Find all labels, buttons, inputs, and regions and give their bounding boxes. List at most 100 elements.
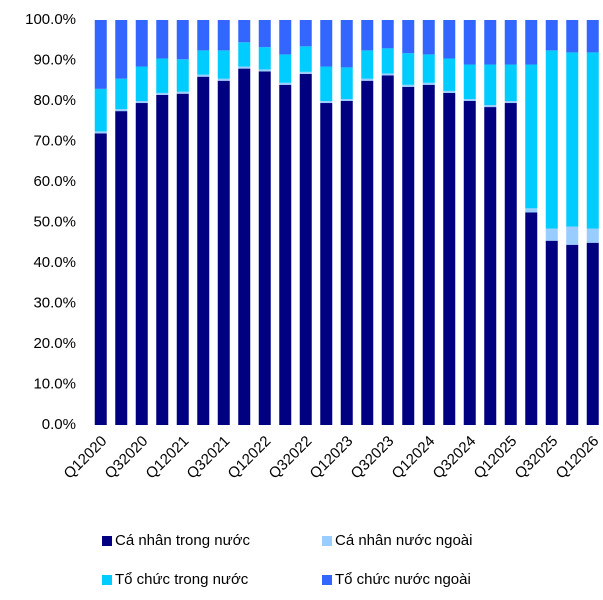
bar-segment — [94, 20, 107, 89]
bar-segment — [135, 66, 148, 101]
y-tick-label: 70.0% — [33, 132, 76, 149]
bar-segment — [484, 20, 497, 65]
bar-segment — [217, 80, 230, 425]
bar-segment — [340, 101, 353, 425]
y-tick-label: 60.0% — [33, 173, 76, 190]
bar-segment — [566, 226, 579, 245]
bar-segment — [586, 242, 599, 425]
bar-segment — [156, 58, 169, 93]
x-tick-label: Q32024 — [430, 433, 480, 483]
bar-segment — [258, 20, 271, 48]
y-tick-label: 50.0% — [33, 213, 76, 230]
legend-label: Tổ chức nước ngoài — [335, 571, 471, 588]
bar-segment — [545, 50, 558, 229]
bar-segment — [135, 20, 148, 67]
bar-segment — [94, 88, 107, 132]
bar-segment — [504, 20, 517, 65]
bar-segment — [299, 73, 312, 426]
bar-segment — [443, 58, 456, 91]
bar-segment — [463, 20, 476, 65]
bar-segment — [422, 20, 435, 55]
bar-segment — [238, 68, 251, 425]
bar-segment — [258, 69, 271, 72]
bar-segment — [545, 20, 558, 51]
bar-segment — [299, 71, 312, 74]
bar-segment — [279, 84, 292, 426]
bar-segment — [238, 20, 251, 43]
bar-segment — [115, 20, 128, 79]
bar-segment — [443, 90, 456, 93]
x-tick-label: Q32021 — [184, 433, 234, 483]
x-tick-label: Q12025 — [471, 433, 521, 483]
bar-segment — [94, 133, 107, 425]
legend-swatch — [102, 536, 112, 546]
y-tick-label: 40.0% — [33, 254, 76, 271]
bar-segment — [381, 20, 394, 49]
bar-segment — [402, 53, 415, 85]
bar-segment — [340, 67, 353, 99]
bar-segment — [586, 20, 599, 53]
x-tick-label: Q12022 — [225, 433, 275, 483]
y-tick-label: 10.0% — [33, 375, 76, 392]
bar-segment — [402, 20, 415, 54]
bar-segment — [422, 84, 435, 426]
bar-segment — [566, 244, 579, 425]
y-tick-label: 80.0% — [33, 92, 76, 109]
x-tick-label: Q12021 — [143, 433, 193, 483]
bar-segment — [279, 54, 292, 83]
bar-segment — [361, 50, 374, 79]
bar-segment — [361, 80, 374, 425]
y-tick-label: 90.0% — [33, 51, 76, 68]
bar-segment — [217, 78, 230, 81]
bar-segment — [217, 20, 230, 51]
bar-segment — [463, 64, 476, 99]
bar-segment — [320, 66, 333, 101]
x-tick-label: Q32020 — [102, 433, 152, 483]
bar-segment — [176, 59, 189, 92]
bar-segment — [217, 50, 230, 79]
bar-segment — [422, 54, 435, 83]
bar-segment — [381, 75, 394, 426]
x-tick-label: Q32025 — [512, 433, 562, 483]
bar-segment — [402, 86, 415, 425]
y-tick-label: 30.0% — [33, 294, 76, 311]
bar-segment — [238, 42, 251, 67]
bar-segment — [197, 50, 210, 75]
bar-segment — [525, 64, 538, 209]
x-tick-label: Q12020 — [61, 433, 111, 483]
bar-segment — [504, 103, 517, 426]
bar-segment — [586, 52, 599, 229]
legend-label: Cá nhân nước ngoài — [335, 532, 472, 549]
bar-segment — [566, 52, 579, 227]
bar-segment — [156, 20, 169, 59]
bar-segment — [115, 78, 128, 110]
bar-segment — [299, 20, 312, 47]
bar-segment — [504, 101, 517, 104]
bar-segment — [299, 46, 312, 72]
bar-segment — [340, 20, 353, 68]
bar-segment — [443, 92, 456, 426]
bar-segment — [197, 76, 210, 425]
bar-segment — [381, 48, 394, 74]
bar-segment — [176, 20, 189, 60]
bar-segment — [156, 92, 169, 95]
bar-segment — [176, 93, 189, 426]
bar-segment — [504, 64, 517, 101]
bar-segment — [135, 103, 148, 426]
bar-segment — [463, 98, 476, 101]
bar-segment — [484, 105, 497, 108]
bar-segment — [279, 20, 292, 55]
bar-segment — [422, 82, 435, 85]
bar-segment — [320, 101, 333, 104]
bar-segment — [381, 73, 394, 76]
bar-segment — [258, 71, 271, 425]
bar-segment — [115, 109, 128, 112]
bar-segment — [525, 212, 538, 425]
bar-segment — [115, 111, 128, 425]
bar-segment — [484, 107, 497, 425]
bar-segment — [258, 47, 271, 70]
legend-label: Tổ chức trong nước — [115, 571, 249, 588]
bar-segment — [361, 78, 374, 81]
bar-segment — [135, 101, 148, 104]
